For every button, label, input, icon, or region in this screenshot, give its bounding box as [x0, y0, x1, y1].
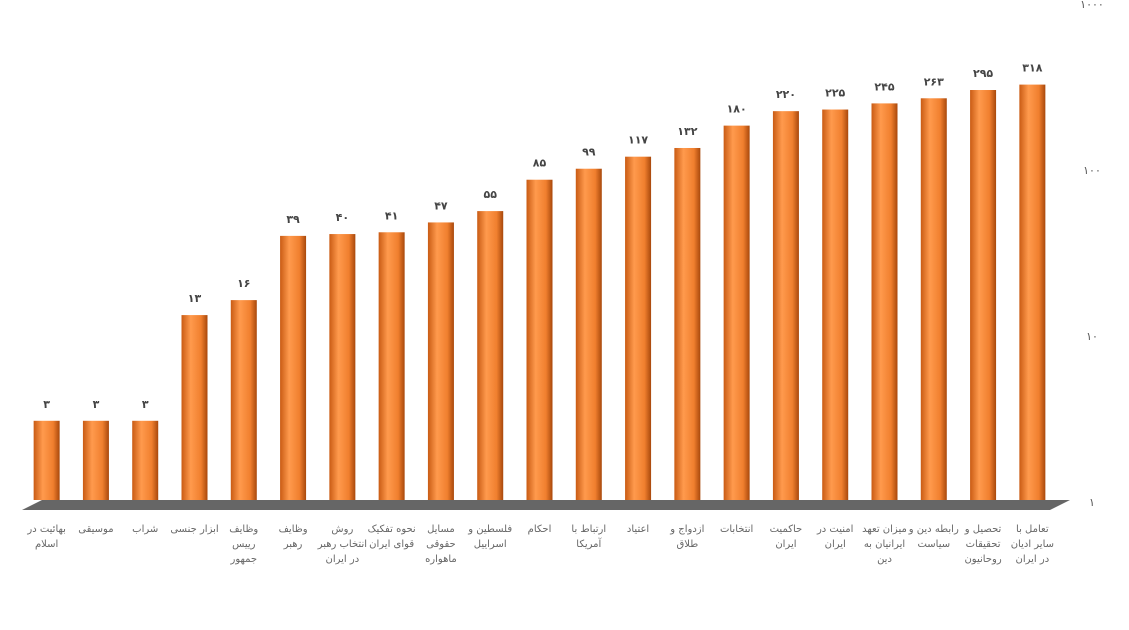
value-label: ۱۳۲: [677, 125, 697, 138]
value-label: ۱۳: [188, 292, 202, 305]
value-label: ۳: [142, 398, 149, 411]
value-label: ۲۹۵: [973, 67, 993, 80]
x-tick-label: مسایل حقوقی ماهواره: [425, 524, 457, 565]
y-tick-label: ۱: [1089, 496, 1095, 509]
value-label: ۳: [93, 398, 100, 411]
x-tick-label: اعتیاد: [626, 524, 650, 535]
value-label: ۵۵: [483, 188, 497, 201]
bar: [970, 90, 997, 500]
x-tick-label: وظایف رهبر: [278, 524, 308, 550]
value-label: ۲۲۵: [825, 87, 845, 100]
value-label: ۲۴۵: [874, 80, 894, 93]
value-label: ۸۵: [533, 157, 547, 170]
bar: [920, 98, 947, 500]
bar: [526, 179, 553, 500]
value-label: ۹۹: [582, 146, 596, 159]
bar: [378, 232, 405, 500]
value-label: ۲۲۰: [776, 88, 796, 101]
bar: [625, 156, 652, 500]
bar: [477, 211, 504, 500]
value-label: ۴۱: [385, 209, 398, 222]
x-tick-label: بهائیت در اسلام: [27, 524, 66, 550]
x-tick-label: موسیقی: [78, 524, 114, 535]
bar: [723, 125, 750, 501]
bar: [280, 235, 307, 500]
x-tick-label: امنیت در ایران: [816, 524, 854, 550]
bar: [427, 222, 454, 500]
value-label: ۴۷: [434, 199, 448, 212]
bar: [132, 420, 159, 500]
value-label: ۲۶۳: [924, 75, 944, 88]
bar: [33, 420, 60, 500]
y-tick-label: ۱۰: [1086, 330, 1098, 343]
value-label: ۳۹: [286, 213, 300, 226]
x-tick-label: ارتباط با آمریکا: [571, 524, 607, 550]
value-label: ۳۱۸: [1022, 62, 1042, 75]
x-tick-label: وظایف رییس جمهور: [229, 524, 259, 565]
floor: [22, 500, 1070, 510]
bar: [772, 111, 799, 500]
x-tick-label: تعامل با سایر ادیان در ایران: [1010, 524, 1054, 565]
x-tick-label: رابطه دین و سیاست: [908, 524, 959, 550]
x-tick-label: انتخابات: [719, 524, 754, 535]
x-tick-label: میزان تعهد ایرانیان به دین: [862, 524, 907, 565]
x-tick-label: ابزار جنسی: [170, 524, 219, 535]
x-tick-label: احکام: [527, 524, 552, 535]
value-label: ۱۶: [237, 277, 250, 290]
x-tick-label: ازدواج و طلاق: [670, 524, 705, 550]
bar: [674, 147, 701, 500]
bar: [575, 168, 602, 501]
value-label: ۳: [43, 398, 50, 411]
value-label: ۱۱۷: [628, 134, 648, 147]
bar: [871, 103, 898, 500]
bar: [181, 315, 208, 500]
bar: [822, 109, 849, 500]
y-tick-label: ۱۰۰: [1083, 164, 1101, 177]
bar: [329, 234, 356, 500]
x-tick-label: تحصیل و تحقیقات روحانیون: [964, 524, 1002, 565]
bar: [82, 420, 109, 500]
x-tick-label: فلسطین و اسراییل: [468, 524, 513, 550]
x-tick-label: نحوه تفکیک قوای ایران: [367, 524, 416, 550]
bar: [230, 300, 257, 500]
value-label: ۴۰: [336, 211, 349, 224]
value-label: ۱۸۰: [727, 103, 747, 116]
bar: [1019, 84, 1046, 500]
x-tick-label: حاکمیت ایران: [769, 524, 803, 550]
y-tick-label: ۱۰۰۰: [1080, 0, 1104, 11]
x-tick-label: شراب: [132, 524, 159, 535]
x-tick-label: روش انتخاب رهبر در ایران: [317, 524, 367, 565]
